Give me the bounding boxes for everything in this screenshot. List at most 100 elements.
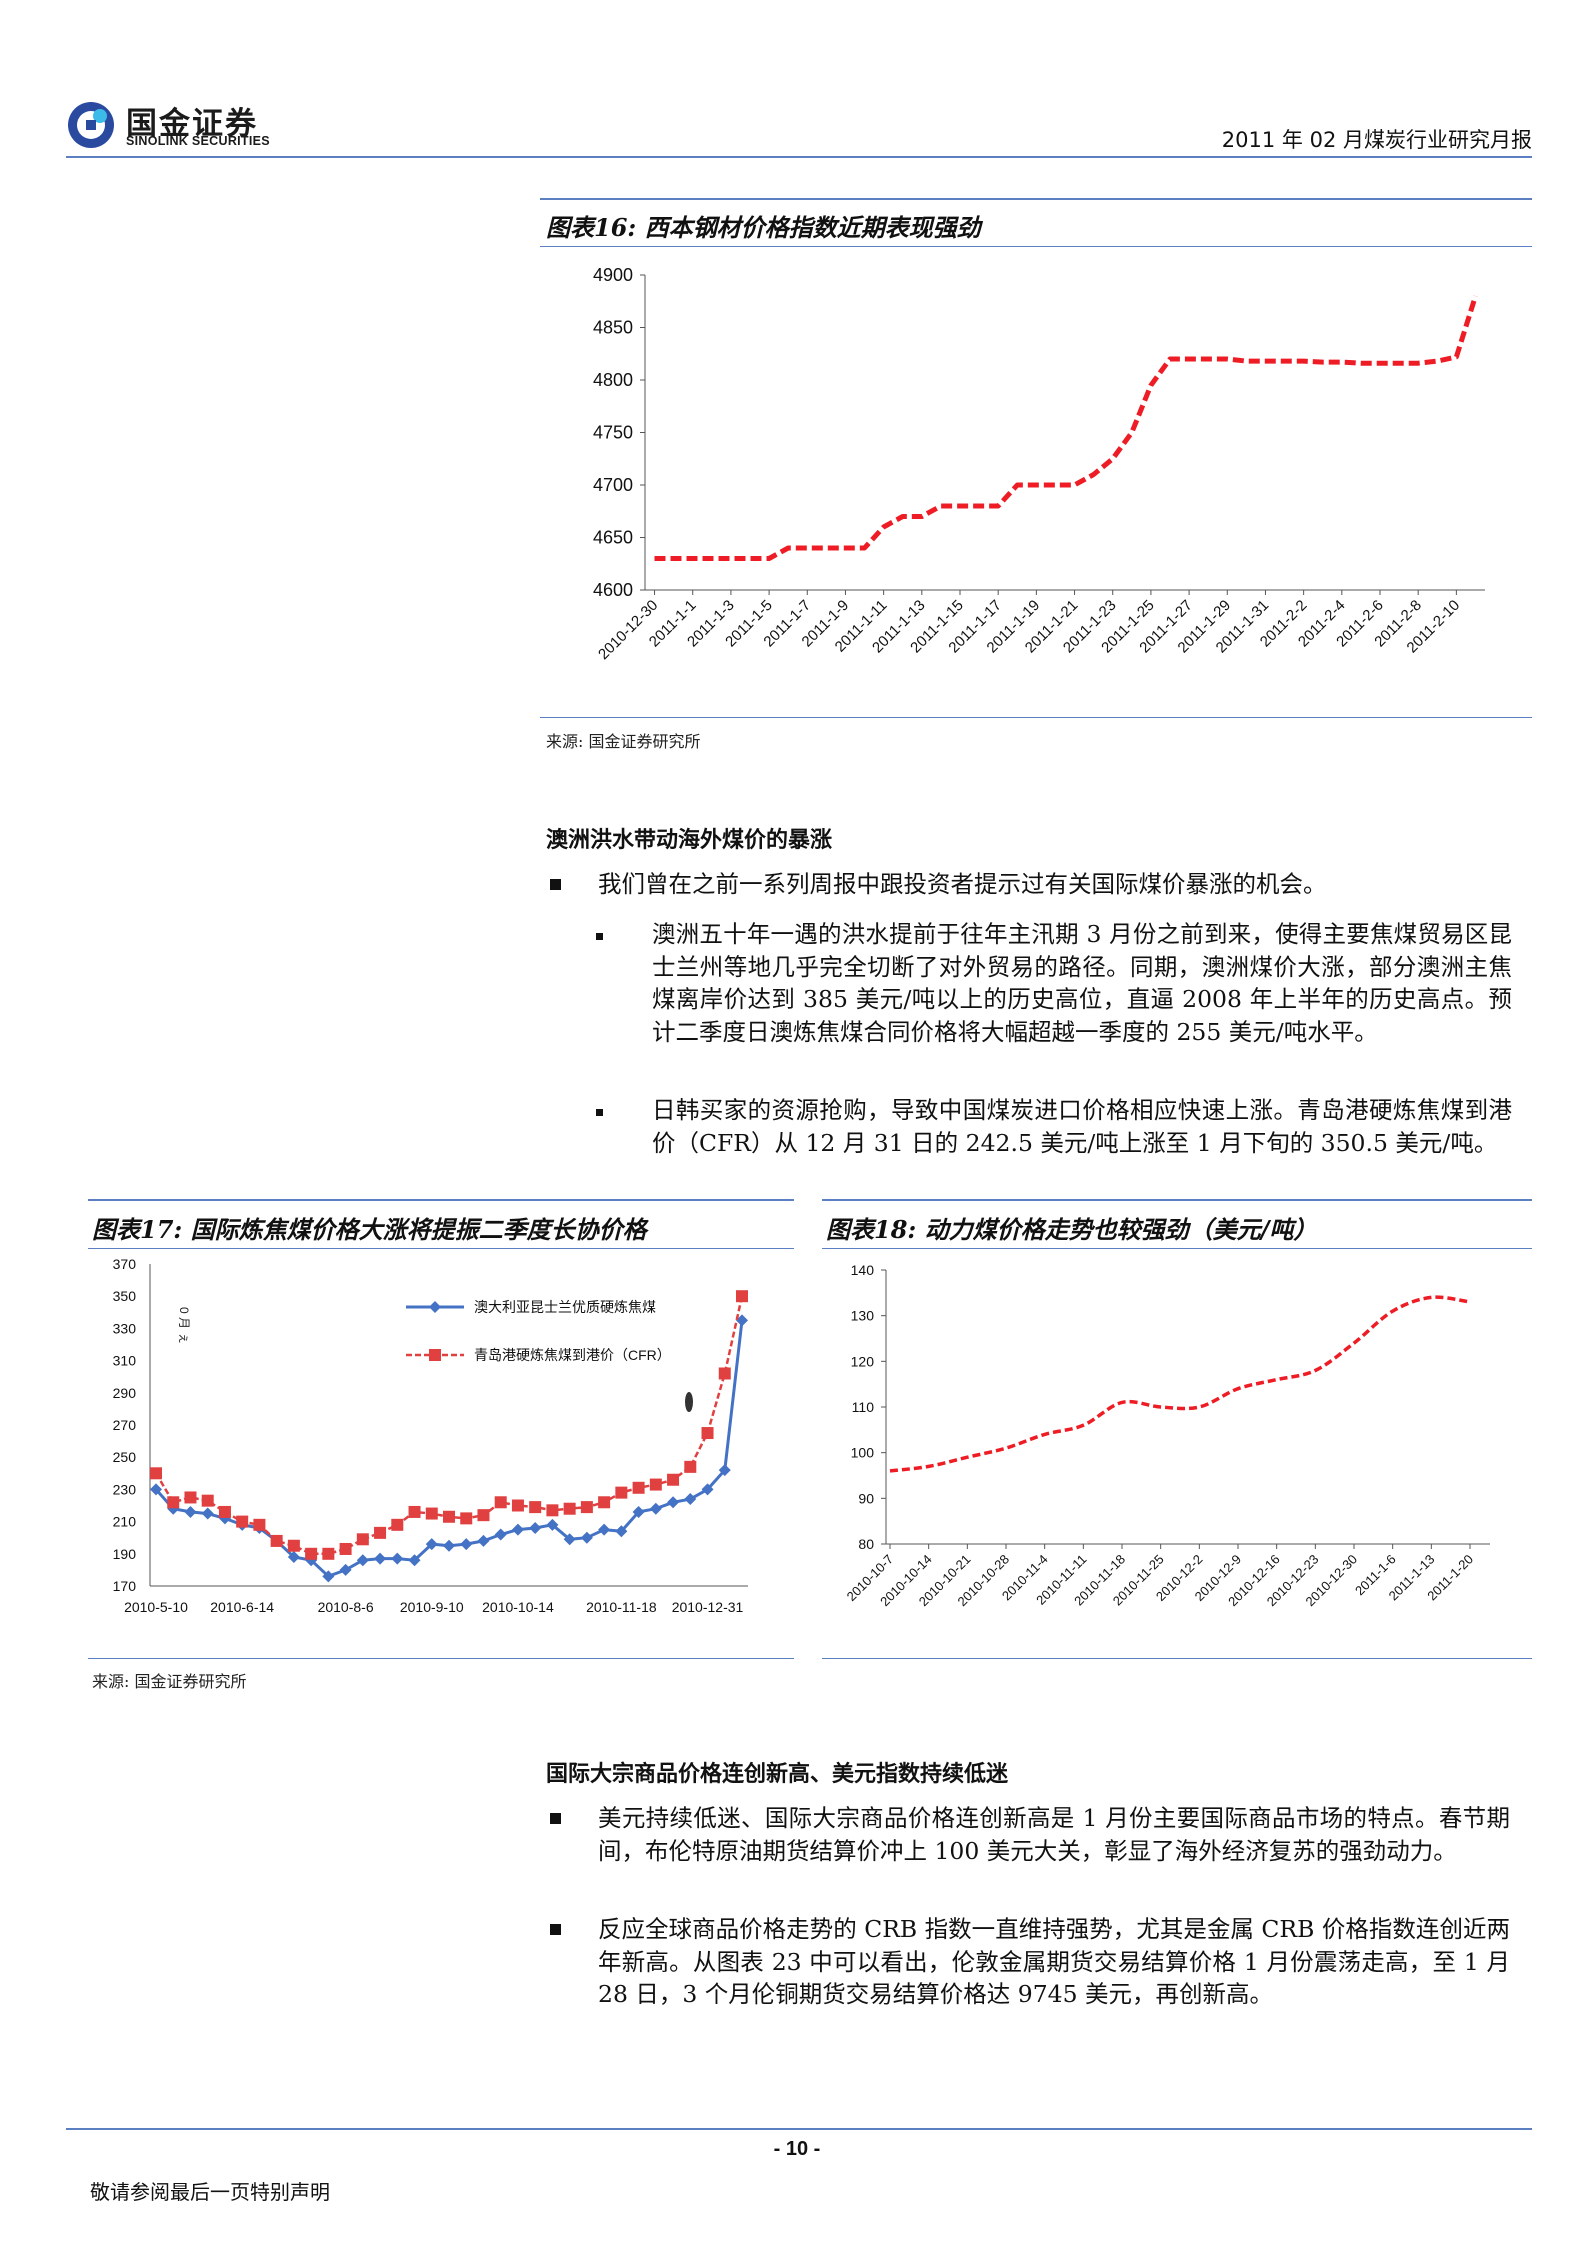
series-1-point bbox=[356, 1533, 369, 1546]
series-0-point bbox=[546, 1518, 559, 1531]
y-tick-label: 90 bbox=[858, 1490, 874, 1506]
series-1-point bbox=[598, 1496, 611, 1509]
x-tick-label: 2010-10-14 bbox=[482, 1599, 554, 1615]
series-1-point bbox=[201, 1494, 214, 1507]
series-1-point bbox=[425, 1507, 438, 1520]
series-1-point bbox=[580, 1501, 593, 1514]
series-0-point bbox=[701, 1483, 714, 1496]
series-1-point bbox=[529, 1501, 542, 1514]
y-tick-label: 290 bbox=[113, 1385, 137, 1401]
series-1-point bbox=[253, 1518, 266, 1531]
series-1-point bbox=[218, 1505, 231, 1518]
series-1-point bbox=[684, 1460, 697, 1473]
series-0-point bbox=[167, 1502, 180, 1515]
series-0-point bbox=[374, 1552, 387, 1565]
y-tick-label: 130 bbox=[851, 1308, 875, 1324]
y-tick-label: 4650 bbox=[593, 528, 633, 548]
series-1-point bbox=[649, 1478, 662, 1491]
footer-divider bbox=[66, 2128, 1532, 2130]
series-1-point bbox=[667, 1473, 680, 1486]
x-tick-label: 2010-11-18 bbox=[586, 1599, 657, 1615]
series-1-point bbox=[718, 1367, 731, 1380]
series-1-point bbox=[615, 1486, 628, 1499]
series-1-point bbox=[391, 1518, 404, 1531]
annotation-mark bbox=[685, 1392, 693, 1412]
series-0-point bbox=[632, 1505, 645, 1518]
y-tick-label: 4600 bbox=[593, 580, 633, 600]
fig16-title: 图表16: 西本钢材价格指数近期表现强劲 bbox=[546, 213, 981, 242]
fig18-title: 图表18: 动力煤价格走势也较强劲（美元/吨） bbox=[826, 1215, 1318, 1244]
thermal-coal-series-line bbox=[889, 1295, 1471, 1473]
fig18-chart: 80901001101201301402010-10-72010-10-1420… bbox=[844, 1262, 1490, 1609]
y-tick-label: 330 bbox=[113, 1320, 137, 1336]
legend-marker-0 bbox=[429, 1301, 441, 1313]
series-1-point bbox=[460, 1512, 473, 1525]
series-1-point bbox=[305, 1547, 318, 1560]
x-tick-label: 2010-5-10 bbox=[124, 1599, 188, 1615]
fig18-top-rule bbox=[822, 1199, 1532, 1201]
bullet-marker bbox=[550, 879, 561, 890]
series-0-point bbox=[667, 1496, 680, 1509]
series-0-point bbox=[356, 1554, 369, 1567]
vertical-annotation: 0 月 ぇ bbox=[177, 1307, 191, 1344]
legend-label-0: 澳大利亚昆士兰优质硬炼焦煤 bbox=[474, 1299, 656, 1315]
series-1-point bbox=[408, 1505, 421, 1518]
y-tick-label: 140 bbox=[851, 1262, 875, 1278]
series-1-point bbox=[701, 1427, 714, 1440]
x-tick-label: 2010-12-30 bbox=[595, 597, 661, 663]
legend-marker-1 bbox=[429, 1349, 441, 1361]
sub-bullet-marker bbox=[596, 1109, 603, 1116]
series-1-point bbox=[374, 1526, 387, 1539]
fig16-title-rule bbox=[540, 246, 1532, 247]
series-1-point bbox=[546, 1504, 559, 1517]
series-1-point bbox=[443, 1510, 455, 1523]
y-tick-label: 270 bbox=[113, 1417, 137, 1433]
y-tick-label: 120 bbox=[851, 1353, 875, 1369]
series-0-point bbox=[529, 1522, 542, 1535]
sinolink-logo-icon bbox=[68, 102, 114, 148]
report-title: 2011 年 02 月煤炭行业研究月报 bbox=[1221, 128, 1532, 152]
bullet-marker bbox=[550, 1924, 561, 1935]
page-number: - 10 - bbox=[773, 2138, 821, 2160]
series-0-point bbox=[563, 1533, 576, 1546]
series-0-point bbox=[201, 1507, 214, 1520]
y-tick-label: 80 bbox=[858, 1536, 874, 1552]
section1-heading: 澳洲洪水带动海外煤价的暴涨 bbox=[546, 828, 833, 853]
fig17-chart: 170 190 210 230 250 270 290 310 330 350 370 2010-5-… bbox=[113, 1256, 748, 1615]
series-0-point bbox=[580, 1531, 593, 1544]
series-1-point bbox=[150, 1467, 162, 1480]
series-0-point bbox=[494, 1528, 507, 1541]
bullet-marker bbox=[550, 1813, 561, 1824]
y-tick-label: 210 bbox=[113, 1514, 137, 1530]
series-1-point bbox=[287, 1539, 300, 1552]
y-tick-label: 190 bbox=[113, 1546, 137, 1562]
series-1-point bbox=[477, 1509, 490, 1522]
y-tick-label: 4900 bbox=[593, 265, 633, 285]
series-1-point bbox=[632, 1481, 645, 1494]
series-1-point bbox=[236, 1515, 249, 1528]
fig17-title-rule bbox=[88, 1248, 794, 1249]
disclaimer-note: 敬请参阅最后一页特别声明 bbox=[90, 2180, 330, 2204]
fig17-18-source: 来源: 国金证券研究所 bbox=[92, 1672, 247, 1691]
x-tick-label: 2010-6-14 bbox=[210, 1599, 274, 1615]
fig17-top-rule bbox=[88, 1199, 794, 1201]
y-tick-label: 170 bbox=[113, 1578, 137, 1594]
fig17-title: 图表17: 国际炼焦煤价格大涨将提振二季度长协价格 bbox=[92, 1215, 647, 1244]
series-1-point bbox=[736, 1290, 748, 1303]
series-1-point bbox=[494, 1496, 507, 1509]
series-0-point bbox=[615, 1525, 628, 1538]
series-0-point bbox=[425, 1538, 438, 1551]
y-tick-label: 110 bbox=[852, 1399, 875, 1415]
y-tick-label: 4800 bbox=[593, 370, 633, 390]
series-1-point bbox=[167, 1496, 180, 1509]
fig16-bottom-rule bbox=[540, 717, 1532, 718]
y-tick-label: 250 bbox=[113, 1449, 137, 1465]
series-0-point bbox=[649, 1502, 662, 1515]
y-tick-label: 100 bbox=[851, 1445, 875, 1461]
section1-bullet: 我们曾在之前一系列周报中跟投资者提示过有关国际煤价暴涨的机会。 bbox=[598, 870, 1327, 898]
series-0-point bbox=[460, 1538, 473, 1551]
y-tick-label: 230 bbox=[113, 1481, 137, 1497]
y-tick-label: 370 bbox=[113, 1256, 137, 1272]
section1-sub2: 日韩买家的资源抢购，导致中国煤炭进口价格相应快速上涨。青岛港硬炼焦煤到港价（CF… bbox=[652, 1096, 1512, 1157]
section1-sub1: 澳洲五十年一遇的洪水提前于往年主汛期 3 月份之前到来，使得主要焦煤贸易区昆士兰… bbox=[652, 920, 1512, 1046]
